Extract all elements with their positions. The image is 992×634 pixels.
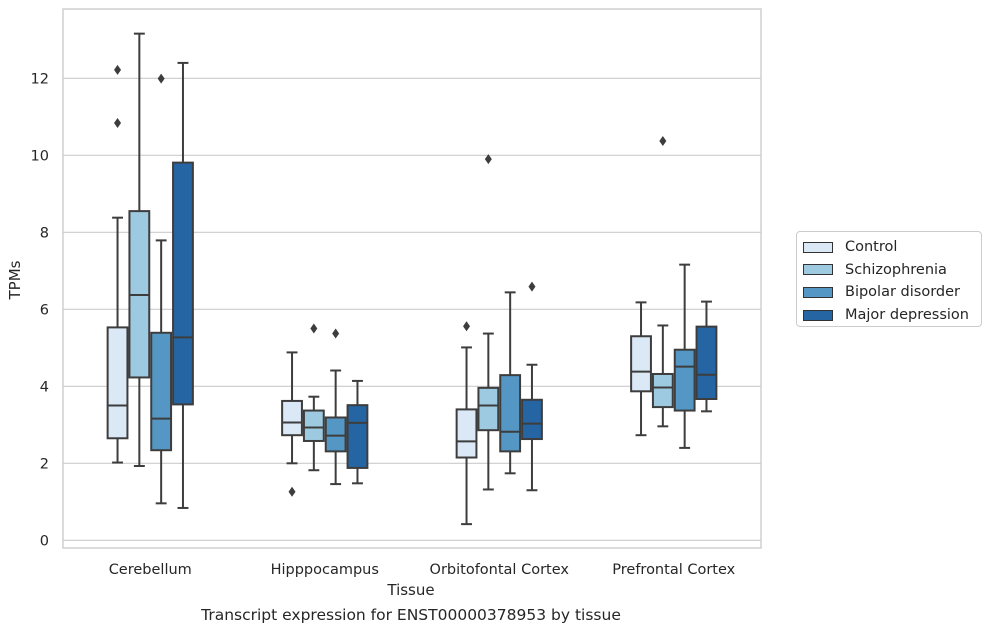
outlier-point — [157, 73, 165, 84]
chart-caption: Transcript expression for ENST0000037895… — [201, 606, 621, 624]
box-0-0 — [106, 64, 129, 464]
x-tick-label: Cerebellum — [109, 562, 192, 578]
outlier-point — [463, 321, 471, 332]
outlier-point — [659, 136, 667, 147]
box — [499, 374, 522, 453]
outlier-point — [114, 64, 122, 75]
box-2-3 — [521, 281, 543, 492]
y-tick-label: 8 — [40, 225, 49, 241]
y-tick-label: 2 — [40, 456, 49, 472]
legend-swatch — [803, 264, 833, 276]
plot-frame — [62, 8, 762, 549]
y-tick-label: 4 — [40, 379, 49, 395]
outlier-point — [288, 486, 296, 497]
box — [521, 398, 543, 441]
box-2-2 — [499, 291, 522, 475]
box-3-0 — [630, 301, 652, 437]
legend-label: Schizophrenia — [845, 261, 947, 278]
box — [150, 331, 173, 452]
y-tick-label: 0 — [40, 533, 49, 549]
legend-item: Major depression — [803, 304, 981, 327]
box-3-3 — [695, 300, 718, 413]
box — [172, 161, 194, 406]
box — [630, 335, 652, 393]
outlier-point — [114, 117, 122, 128]
box-0-2 — [150, 73, 173, 505]
box — [281, 399, 303, 437]
x-tick-labels: Cerebellum Hipppocampus Orbitofontal Corte… — [109, 562, 736, 578]
outlier-point — [332, 328, 340, 339]
legend-label: Bipolar disorder — [845, 284, 960, 301]
x-tick-label: Hipppocampus — [271, 562, 379, 578]
box — [477, 386, 500, 432]
x-axis-label: Tissue — [386, 581, 434, 599]
legend-label: Control — [845, 239, 898, 256]
y-tick-label: 6 — [40, 302, 49, 318]
x-tick-label: Orbitofontal Cortex — [430, 562, 570, 578]
box — [302, 409, 325, 442]
legend: Control Schizophrenia Bipolar disorder Majo… — [796, 231, 982, 327]
legend-item: Bipolar disorder — [803, 281, 981, 304]
y-axis-label: TPMs — [6, 260, 24, 300]
y-tick-labels: 0 2 4 6 8 10 12 — [31, 71, 49, 549]
x-tick-label: Prefrontal Cortex — [612, 562, 735, 578]
legend-swatch — [803, 241, 833, 253]
outlier-point — [484, 154, 492, 165]
box — [455, 408, 478, 459]
box-2-0 — [455, 321, 478, 526]
box — [106, 326, 129, 440]
y-tick-label: 12 — [31, 71, 49, 87]
legend-swatch — [803, 286, 833, 298]
box-2-1 — [477, 154, 500, 491]
legend-item: Schizophrenia — [803, 259, 981, 282]
box-1-3 — [346, 379, 369, 485]
box-1-0 — [281, 351, 303, 497]
legend-swatch — [803, 309, 833, 321]
legend-label: Major depression — [845, 307, 969, 324]
outlier-point — [528, 281, 536, 292]
box-marks — [106, 32, 718, 526]
box-1-1 — [302, 323, 325, 472]
box — [324, 416, 347, 453]
legend-item: Control — [803, 236, 981, 259]
gridlines — [63, 77, 761, 541]
box — [695, 325, 718, 401]
box — [673, 348, 696, 412]
box-1-2 — [324, 328, 347, 486]
box — [651, 372, 674, 409]
box — [346, 404, 369, 469]
box-3-1 — [651, 136, 674, 428]
box-0-1 — [128, 32, 151, 467]
outlier-point — [310, 323, 318, 334]
y-tick-label: 10 — [31, 148, 49, 164]
box-3-2 — [673, 263, 696, 449]
box-0-3 — [172, 61, 194, 509]
